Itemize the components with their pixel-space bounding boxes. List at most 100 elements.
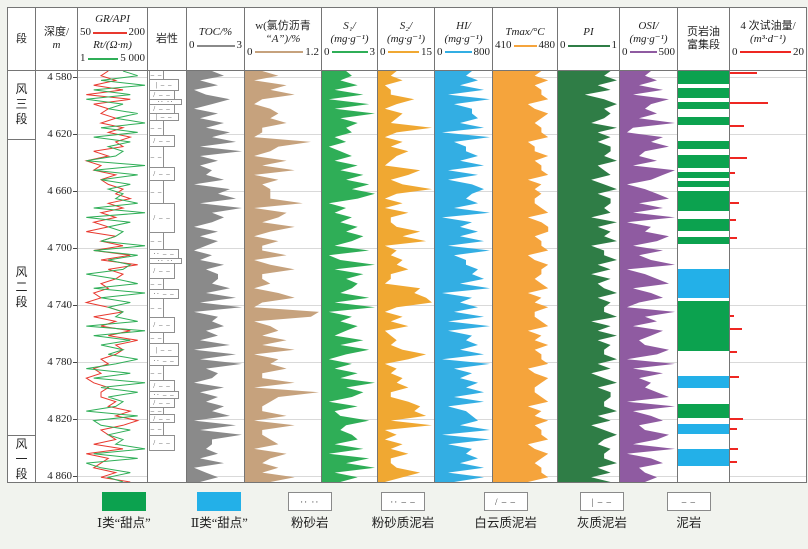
header-line: 深度/: [43, 26, 70, 38]
gridline: [620, 305, 677, 306]
col-depth: 深度/m 4 580 4 620 4 660 4 700 4 740 4 780 4 820 4…: [36, 8, 78, 482]
litho-mud: – –: [149, 407, 164, 415]
sweet-spot-I: [678, 172, 729, 178]
body-osi: [620, 71, 677, 482]
sweet-spot-I: [678, 403, 729, 418]
header-scale: 0 20: [732, 46, 804, 59]
gridline: [245, 190, 321, 192]
scale-max: 500: [658, 45, 676, 58]
test-oil-line: [730, 236, 737, 239]
scale-line: [629, 51, 657, 53]
header-line: “A”)/%: [265, 32, 301, 45]
scale-max: 800: [473, 45, 491, 58]
test-oil-line: [730, 327, 743, 330]
header-line: (mg·g⁻¹): [629, 32, 668, 45]
header-line: GR/API: [95, 13, 130, 25]
scale-line: [254, 51, 304, 53]
litho-siltmud: ·· – –: [149, 249, 179, 259]
litho-dolo: / – –: [149, 317, 175, 333]
depth-tick: [73, 133, 77, 135]
scale-max: 3: [369, 45, 376, 58]
track-pi: [558, 71, 617, 482]
scale-max: 15: [421, 45, 432, 58]
test-oil-line: [730, 102, 768, 105]
formation-cell: 风 一 段: [8, 436, 35, 482]
test-oil-line: [730, 376, 740, 379]
depth-label: 4 620: [47, 127, 72, 140]
legend-item: | – – 灰质泥岩: [577, 492, 627, 530]
gridline: [245, 76, 321, 78]
col-gr: GR/API 50 200 Rt/(Ω·m) 1 5 000: [78, 8, 148, 482]
scale-max: 1.2: [305, 45, 319, 58]
depth-tick: [73, 305, 77, 306]
curve-TOC: [187, 71, 242, 482]
header-wa: w(氯仿沥青 “A”)/% 0 1.2: [245, 8, 321, 71]
header-line: TOC/%: [198, 26, 233, 38]
litho-mud: – –: [149, 422, 164, 436]
header-line: w(氯仿沥青: [255, 19, 311, 32]
legend-label: 粉砂岩: [291, 516, 329, 530]
scale-line: [196, 44, 235, 47]
header-line: Tmax/°C: [505, 26, 545, 38]
formation-label: 风 一 段: [15, 436, 28, 481]
gridline: [378, 419, 434, 421]
scale-min: 0: [437, 45, 443, 58]
gridline: [187, 248, 244, 249]
litho-mud: – –: [149, 120, 164, 136]
header-line: 4 次试油量/: [740, 19, 796, 32]
gridline: [78, 362, 147, 364]
header-scale: 0 1.2: [247, 46, 319, 59]
depth-tick: [73, 476, 77, 478]
legend-color-swatch: [197, 492, 242, 511]
header-line: m: [52, 39, 61, 51]
curve-氯仿沥青A: [245, 71, 319, 482]
header-hi: HI/(mg·g⁻¹) 0 800: [435, 8, 492, 71]
litho-mud: – –: [149, 232, 164, 250]
body-depth: 4 580 4 620 4 660 4 700 4 740 4 780 4 820 4 860: [36, 71, 77, 482]
col-litho: 岩性 – – | – – / – – ·· ·· / – – | – – – – / – – – …: [148, 8, 187, 482]
curve-Rt: [86, 71, 146, 482]
litho-mud: – –: [149, 180, 164, 204]
test-oil-line: [730, 172, 735, 175]
legend-pattern-swatch: ·· – –: [381, 492, 426, 511]
curve-HI: [435, 71, 490, 482]
scale-line: [739, 51, 791, 53]
litho-mud: – –: [149, 71, 164, 80]
depth-label: 4 740: [47, 299, 72, 311]
body-pi: [558, 71, 619, 482]
formation-cell: 风 二 段: [8, 140, 35, 437]
depth-tick: [73, 190, 77, 192]
curve-GR: [84, 71, 140, 482]
curve-OSI: [620, 71, 675, 482]
body-duan: 风 三 段风 二 段风 一 段: [8, 71, 35, 482]
track-gr: [84, 71, 146, 482]
gridline: [78, 305, 147, 306]
curve-S2: [378, 71, 432, 482]
test-oil-line: [730, 417, 744, 420]
col-osi: OSI/(mg·g⁻¹) 0 500: [620, 8, 678, 482]
body-gr: [78, 71, 147, 482]
body-toc: [187, 71, 244, 482]
test-oil-line: [730, 156, 747, 159]
col-s1: S₁/(mg·g⁻¹) 0 3: [322, 8, 378, 482]
header-litho: 岩性: [148, 8, 186, 71]
gridline: [435, 133, 492, 135]
gridline: [620, 133, 677, 135]
header-scale: 0 500: [622, 46, 675, 59]
track-hi: [435, 71, 490, 482]
gridline: [245, 419, 321, 421]
header-scale: 1 5 000: [80, 52, 145, 65]
litho-dolo: / – –: [149, 435, 175, 451]
depth-label: 4 580: [47, 71, 72, 83]
header-line: (mg·g⁻¹): [330, 32, 369, 45]
test-oil-line: [730, 427, 737, 430]
depth-label: 4 820: [47, 413, 72, 426]
sweet-spot-I: [678, 219, 729, 231]
sweet-spot-I: [678, 300, 729, 351]
gridline: [730, 76, 806, 78]
header-test: 4 次试油量/(m³·d⁻¹) 0 20: [730, 8, 806, 71]
header-enrich: 页岩油 富集段: [678, 8, 729, 71]
gridline: [730, 248, 806, 249]
scale-line: [513, 44, 537, 47]
litho-lime: | – –: [149, 113, 179, 121]
